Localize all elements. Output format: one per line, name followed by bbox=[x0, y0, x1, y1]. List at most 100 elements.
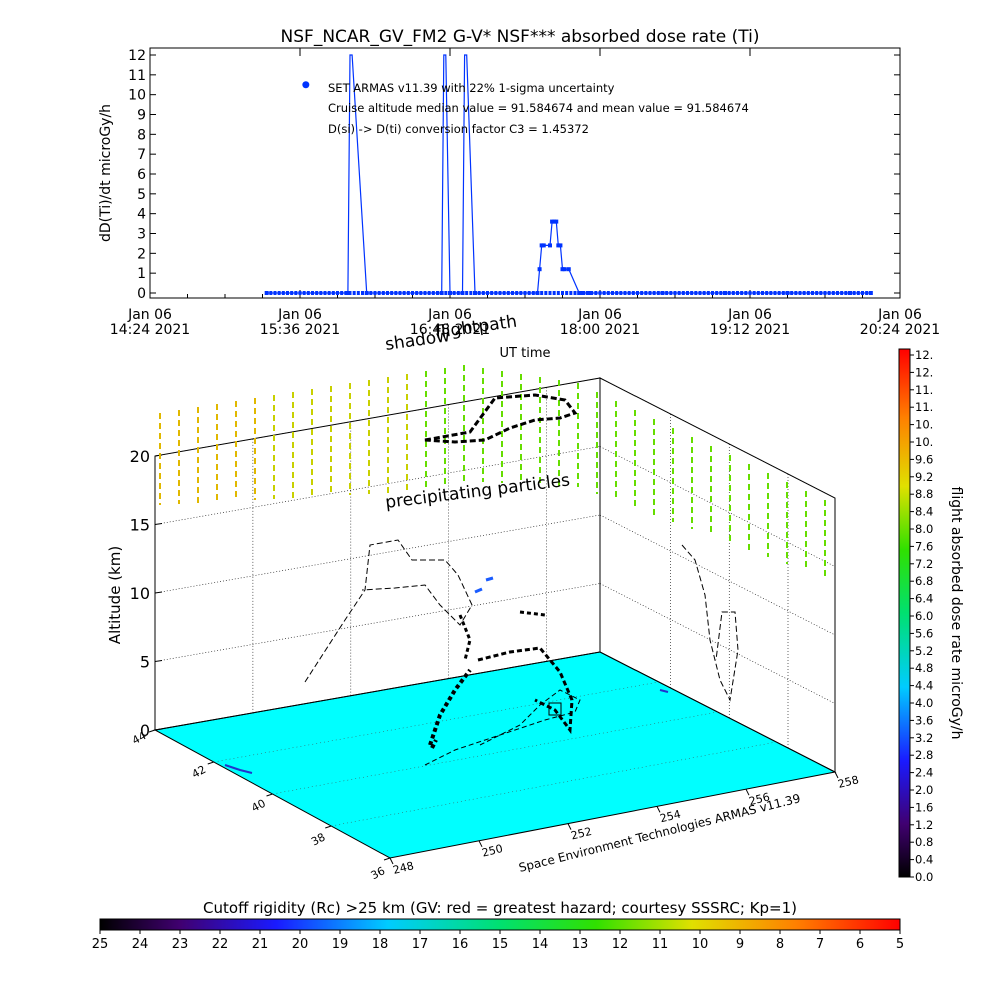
baseline-point bbox=[606, 291, 610, 295]
baseline-point bbox=[356, 291, 360, 295]
baseline-point bbox=[298, 291, 302, 295]
longitude-tick-mark bbox=[745, 788, 750, 796]
baseline-point bbox=[852, 291, 856, 295]
dose-colorbar-tick-label: 11. bbox=[915, 400, 933, 414]
y-tick-label: 10 bbox=[128, 88, 146, 104]
x-tick-time: 20:24 2021 bbox=[860, 322, 940, 338]
dose-rate-colorbar: 0.0 0.4 0.8 1.2 1.6 2.0 2.4 2.8 3.2 3.6 4.0 4.4 4.8 5… bbox=[898, 348, 964, 884]
latitude-tick-mark bbox=[148, 729, 156, 733]
latitude-tick-label: 40 bbox=[249, 797, 267, 815]
baseline-point bbox=[469, 291, 473, 295]
baseline-point bbox=[406, 291, 410, 295]
baseline-point bbox=[340, 291, 344, 295]
cutoff-colorbar-tick-label: 19 bbox=[332, 937, 349, 952]
baseline-point bbox=[415, 291, 419, 295]
baseline-point bbox=[636, 291, 639, 295]
cutoff-colorbar-tick-label: 24 bbox=[132, 937, 149, 952]
altitude-tick-label: 5 bbox=[140, 653, 150, 672]
dose-colorbar-tick-label: 12. bbox=[915, 365, 933, 379]
baseline-point bbox=[519, 291, 523, 295]
y-tick-label: 4 bbox=[137, 207, 146, 223]
baseline-point bbox=[869, 291, 873, 295]
cutoff-colorbar-tick-label: 21 bbox=[252, 937, 269, 952]
longitude-tick-label: 250 bbox=[481, 842, 505, 860]
x-tick-time: 14:24 2021 bbox=[110, 322, 190, 338]
baseline-point bbox=[681, 291, 685, 295]
baseline-point bbox=[398, 291, 402, 295]
baseline-point bbox=[802, 291, 806, 295]
dose-colorbar-tick-label: 4.4 bbox=[915, 679, 933, 693]
baseline-point bbox=[844, 291, 848, 295]
grid-line-left-wall bbox=[154, 514, 601, 594]
data-point bbox=[562, 267, 567, 272]
dose-colorbar-tick-label: 2.4 bbox=[915, 766, 933, 780]
cutoff-rigidity-colorbar: Cutoff rigidity (Rc) >25 km (GV: red = g… bbox=[92, 899, 904, 952]
longitude-tick-mark bbox=[567, 823, 572, 830]
baseline-point bbox=[836, 291, 839, 295]
x-tick-time: 18:00 2021 bbox=[560, 322, 640, 338]
dose-colorbar-tick-label: 4.8 bbox=[915, 661, 933, 675]
latitude-tick-mark bbox=[266, 793, 273, 797]
baseline-point bbox=[419, 291, 423, 295]
baseline-point bbox=[486, 291, 489, 295]
dose-colorbar-tick-label: 3.6 bbox=[915, 713, 933, 727]
baseline-point bbox=[440, 291, 444, 295]
x-tick-time: 16:48 2021 bbox=[410, 322, 490, 338]
chart-title: NSF_NCAR_GV_FM2 G-V* NSF*** absorbed dos… bbox=[281, 27, 760, 47]
y-tick-label: 5 bbox=[137, 187, 146, 203]
dose-colorbar-tick-label: 5.2 bbox=[915, 644, 933, 658]
annotation-conversion: D(si) -> D(ti) conversion factor C3 = 1.… bbox=[328, 122, 589, 136]
dose-colorbar-label: flight absorbed dose rate microGy/h bbox=[948, 487, 964, 740]
dose-rate-chart: NSF_NCAR_GV_FM2 G-V* NSF*** absorbed dos… bbox=[98, 27, 940, 361]
cutoff-colorbar-gradient bbox=[99, 918, 901, 931]
dose-colorbar-tick-label: 6.8 bbox=[915, 574, 933, 588]
x-tick-time: 15:36 2021 bbox=[260, 322, 340, 338]
baseline-point bbox=[611, 291, 614, 295]
back-wall-right bbox=[599, 377, 836, 773]
baseline-point bbox=[431, 291, 435, 295]
cutoff-colorbar-tick-label: 25 bbox=[92, 937, 109, 952]
baseline-point bbox=[765, 291, 769, 295]
floor-grid-line bbox=[213, 681, 659, 763]
dose-colorbar-tick-label: 11. bbox=[915, 383, 933, 397]
baseline-point bbox=[856, 291, 860, 295]
flightpath-top bbox=[424, 393, 578, 444]
baseline-point bbox=[306, 291, 310, 295]
baseline-point bbox=[436, 291, 439, 295]
flightpath-shadow bbox=[424, 689, 581, 766]
baseline-point bbox=[548, 291, 552, 295]
longitude-tick-mark bbox=[834, 771, 839, 779]
baseline-point bbox=[781, 291, 785, 295]
floor-markers bbox=[224, 689, 669, 774]
data-point bbox=[554, 219, 559, 224]
data-point bbox=[539, 243, 544, 248]
baseline-point bbox=[698, 291, 702, 295]
baseline-point bbox=[656, 291, 660, 295]
dose-colorbar-tick-label: 3.2 bbox=[915, 731, 933, 745]
baseline-point bbox=[423, 291, 427, 295]
grid-line-right-wall bbox=[599, 514, 836, 636]
altitude-axis-label: Altitude (km) bbox=[106, 546, 124, 644]
baseline-point bbox=[477, 291, 481, 295]
baseline-point bbox=[669, 291, 673, 295]
baseline-point bbox=[352, 291, 356, 295]
annotation-uncertainty: SET ARMAS v11.39 with 22% 1-sigma uncert… bbox=[328, 81, 615, 95]
altitude-tick-mark bbox=[154, 523, 163, 525]
baseline-point bbox=[769, 291, 773, 295]
y-tick-label: 8 bbox=[137, 127, 146, 143]
flightpath-descent bbox=[428, 668, 472, 749]
baseline-point bbox=[615, 291, 619, 295]
y-tick-label: 6 bbox=[137, 167, 146, 183]
baseline-point bbox=[640, 291, 644, 295]
data-point bbox=[579, 291, 584, 295]
latitude-tick-mark bbox=[207, 761, 214, 765]
baseline-point bbox=[315, 291, 319, 295]
dose-colorbar-tick-label: 9.2 bbox=[915, 470, 933, 484]
dose-colorbar-tick-label: 5.6 bbox=[915, 626, 933, 640]
y-tick-label: 0 bbox=[137, 286, 146, 302]
baseline-point bbox=[602, 291, 606, 295]
series-plot bbox=[264, 54, 873, 295]
baseline-point bbox=[456, 291, 460, 295]
altitude-tick-mark bbox=[154, 591, 163, 594]
baseline-point bbox=[744, 291, 748, 295]
